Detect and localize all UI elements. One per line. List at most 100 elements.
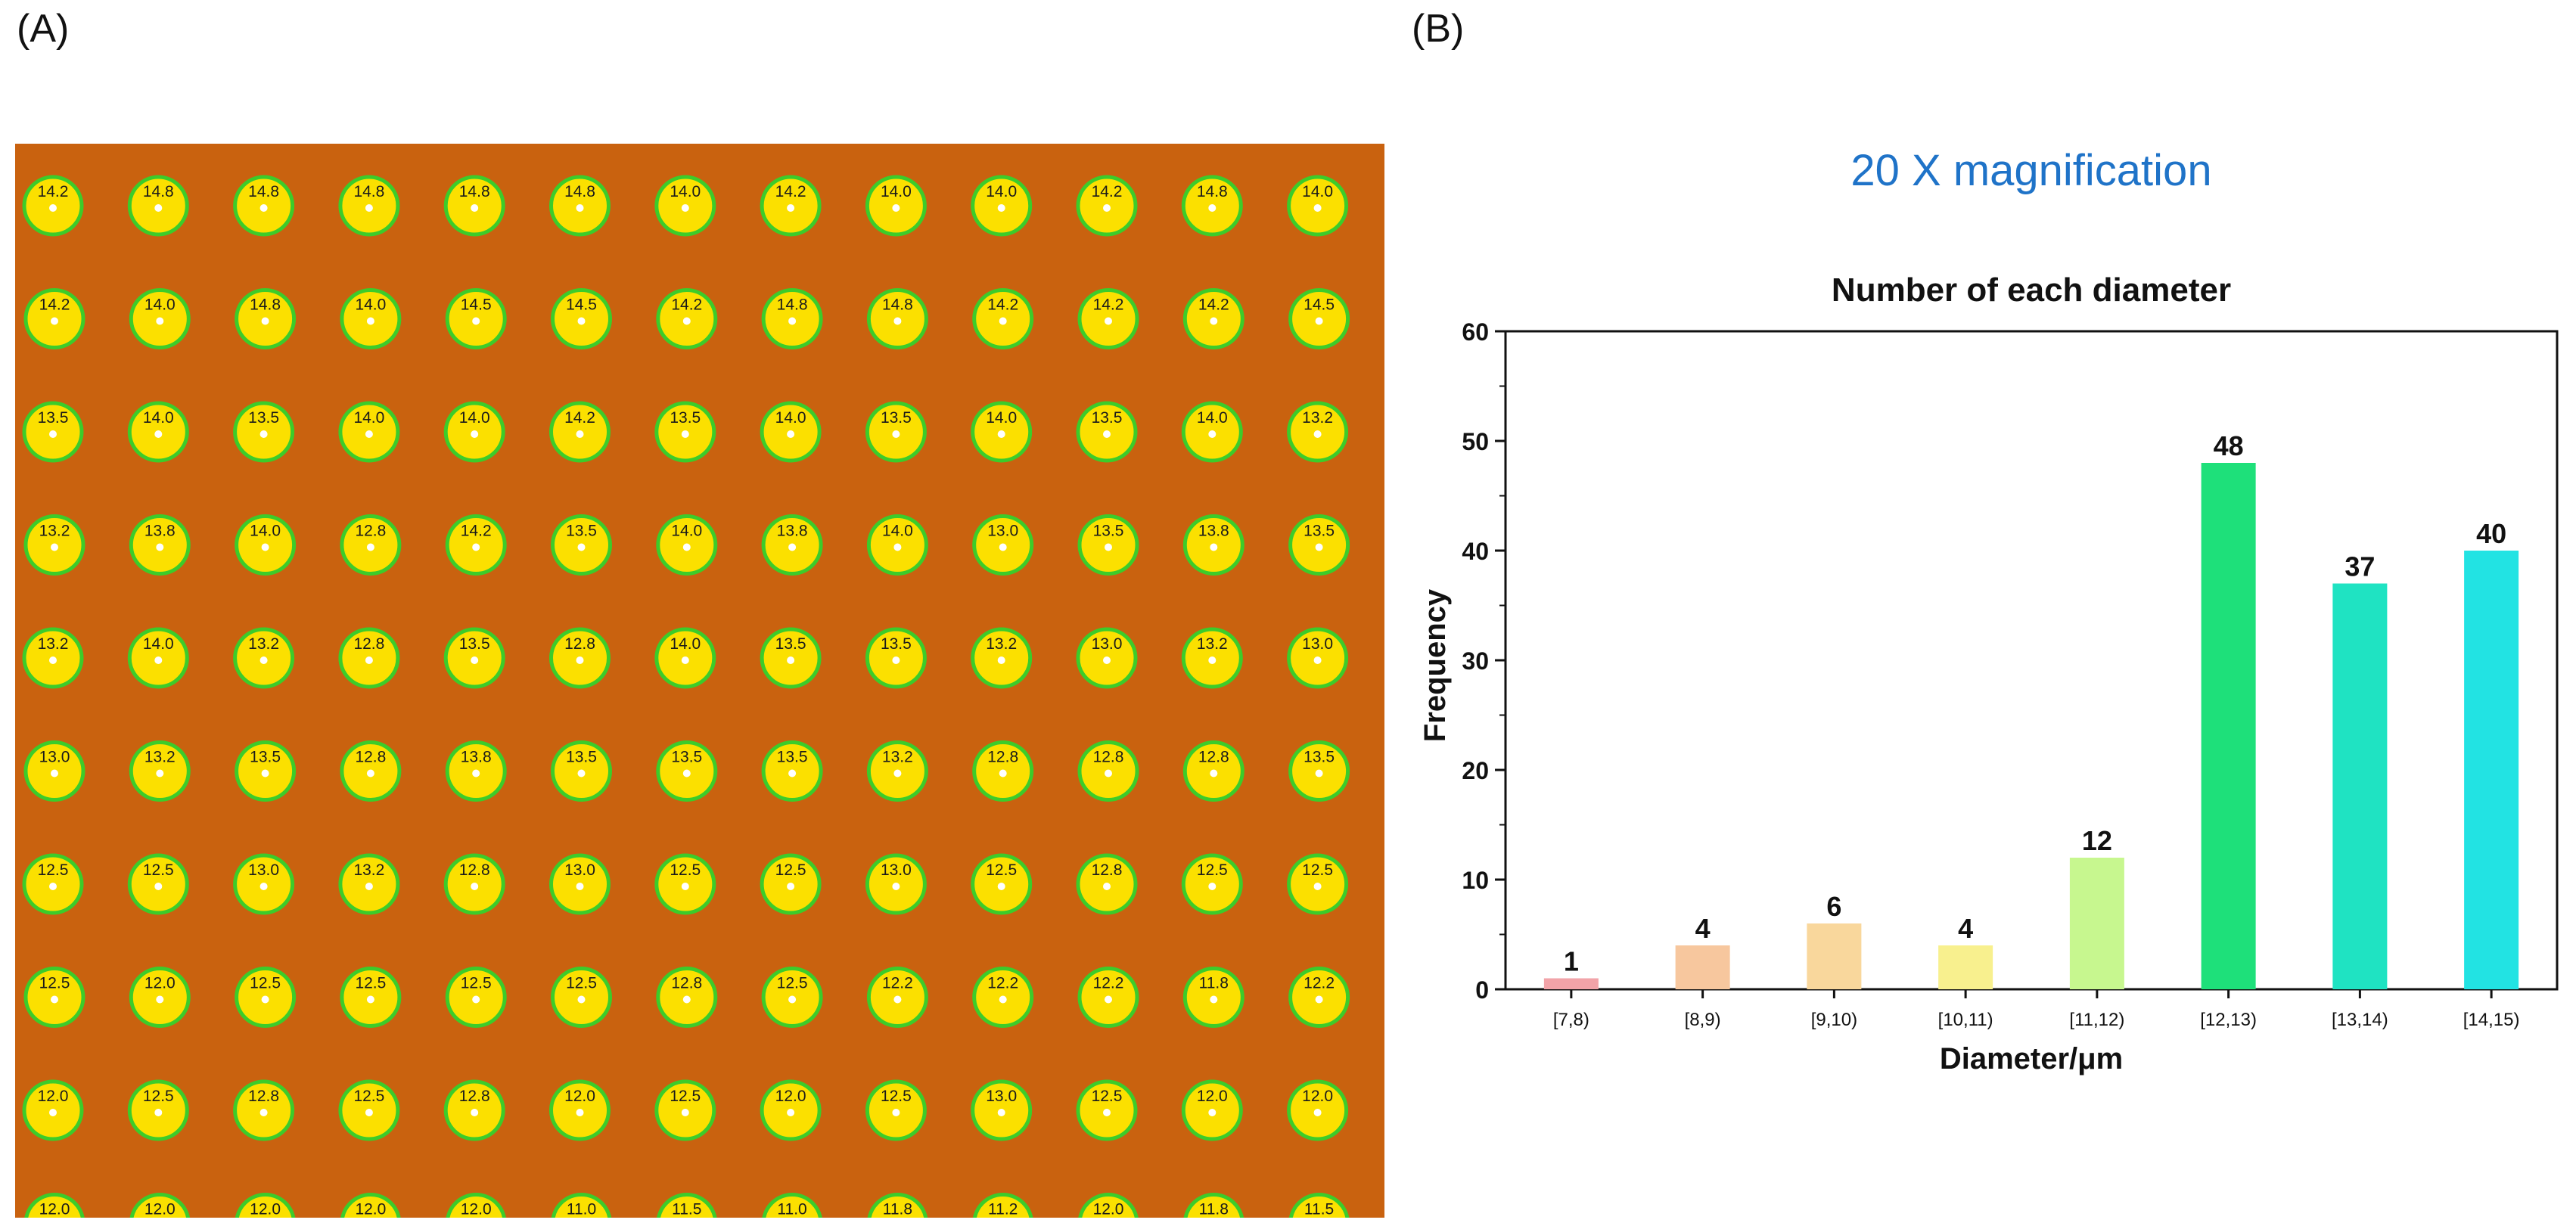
well-diameter-label: 12.5 (670, 1088, 701, 1105)
well-diameter-label: 14.2 (987, 296, 1018, 314)
well-circle (867, 1193, 928, 1218)
well-center-dot (261, 317, 269, 325)
well-diameter-label: 12.5 (355, 975, 386, 992)
well-center-dot (471, 1109, 479, 1116)
well: 14.8 (866, 288, 928, 349)
well: 12.8 (340, 514, 402, 576)
well: 13.5 (1288, 740, 1350, 802)
well-diameter-label: 14.2 (39, 296, 70, 314)
histogram-chart: 20 X magnification Number of each diamet… (1419, 146, 2559, 1075)
bar (1807, 923, 1862, 989)
well-circle (762, 1193, 822, 1218)
well-center-dot (1315, 769, 1323, 778)
well-diameter-label: 12.5 (1302, 861, 1333, 879)
well: 14.2 (1076, 175, 1138, 237)
well-center-dot (259, 204, 268, 212)
well-diameter-label: 13.2 (353, 861, 384, 879)
well: 13.5 (1076, 401, 1138, 463)
well: 13.2 (338, 853, 400, 915)
well: 11.0 (551, 1193, 612, 1218)
well: 12.5 (1287, 853, 1349, 915)
well: 13.5 (235, 740, 297, 802)
well-center-dot (1103, 204, 1111, 212)
well: 14.0 (654, 175, 716, 237)
well-center-dot (472, 769, 480, 778)
well: 14.8 (549, 175, 611, 237)
well: 14.2 (656, 288, 718, 349)
well-center-dot (1208, 656, 1217, 664)
well-diameter-label: 12.8 (353, 635, 384, 653)
well: 11.8 (867, 1193, 928, 1218)
well: 14.2 (1077, 288, 1139, 349)
well-center-dot (681, 430, 689, 438)
x-tick-label: [7,8) (1553, 1010, 1589, 1030)
well-center-dot (576, 883, 584, 890)
well-center-dot (1210, 769, 1218, 778)
well: 13.8 (445, 740, 507, 802)
well-center-dot (1313, 1109, 1322, 1116)
well: 13.8 (761, 514, 823, 576)
well-diameter-label: 14.2 (1092, 183, 1123, 200)
well-center-dot (1315, 995, 1323, 1004)
well: 14.0 (654, 627, 716, 689)
well-diameter-label: 14.2 (1198, 296, 1229, 314)
magnification-title: 20 X magnification (1850, 146, 2211, 195)
well: 12.5 (971, 853, 1033, 915)
well-circle (446, 1193, 506, 1218)
well-center-dot (999, 317, 1007, 325)
well: 13.5 (865, 627, 927, 689)
well-circle (657, 1193, 717, 1218)
well-diameter-label: 12.5 (670, 861, 701, 879)
well-diameter-label: 12.2 (987, 975, 1018, 992)
well: 14.5 (551, 288, 612, 349)
well: 12.0 (129, 967, 191, 1028)
well-diameter-label: 13.2 (39, 523, 70, 540)
well: 12.5 (445, 967, 507, 1028)
well-diameter-label: 14.0 (459, 409, 490, 427)
well-center-dot (577, 543, 586, 551)
well-diameter-label: 14.0 (143, 635, 174, 653)
well-center-dot (892, 1109, 900, 1116)
well: 12.0 (129, 1193, 191, 1218)
well-diameter-label: 14.0 (144, 296, 176, 314)
well-center-dot (997, 204, 1005, 212)
bar-value-label: 4 (1695, 913, 1711, 944)
well-center-dot (1208, 430, 1217, 438)
well: 12.2 (1288, 967, 1350, 1028)
well-diameter-label: 13.8 (144, 523, 176, 540)
well-diameter-label: 13.5 (671, 749, 702, 766)
well-center-dot (156, 543, 164, 551)
well-diameter-label: 13.0 (1092, 635, 1123, 653)
well-diameter-label: 12.0 (355, 1201, 386, 1218)
well-center-dot (681, 204, 689, 212)
well-center-dot (259, 1109, 268, 1116)
well-diameter-label: 13.0 (248, 861, 279, 879)
well: 13.0 (1076, 627, 1138, 689)
well-center-dot (787, 656, 795, 664)
well-diameter-label: 13.2 (1197, 635, 1228, 653)
chart-bars: 1 4 6 4 12 48 37 40 (1543, 430, 2519, 989)
well: 13.5 (1288, 514, 1350, 576)
well-center-dot (261, 995, 269, 1004)
well-center-dot (51, 769, 58, 778)
well: 12.5 (654, 1079, 716, 1141)
well-diameter-label: 13.5 (1092, 409, 1123, 427)
well-diameter-label: 12.5 (250, 975, 281, 992)
well-center-dot (787, 883, 795, 890)
well-diameter-label: 12.5 (986, 861, 1017, 879)
x-tick-label: [11,12) (2069, 1010, 2124, 1030)
well-diameter-label: 14.8 (248, 183, 279, 200)
well-center-dot (892, 430, 900, 438)
well-diameter-label: 12.2 (882, 975, 913, 992)
well: 11.8 (1183, 1193, 1244, 1218)
well-diameter-label: 14.0 (881, 183, 912, 200)
well: 12.2 (972, 967, 1034, 1028)
well: 14.0 (340, 288, 402, 349)
well-center-dot (1105, 317, 1112, 325)
well-center-dot (51, 543, 58, 551)
y-tick-label: 50 (1462, 428, 1489, 455)
well-center-dot (1208, 1109, 1217, 1116)
well: 13.0 (1287, 627, 1349, 689)
well-diameter-label: 13.5 (670, 409, 701, 427)
well: 14.5 (1288, 288, 1350, 349)
